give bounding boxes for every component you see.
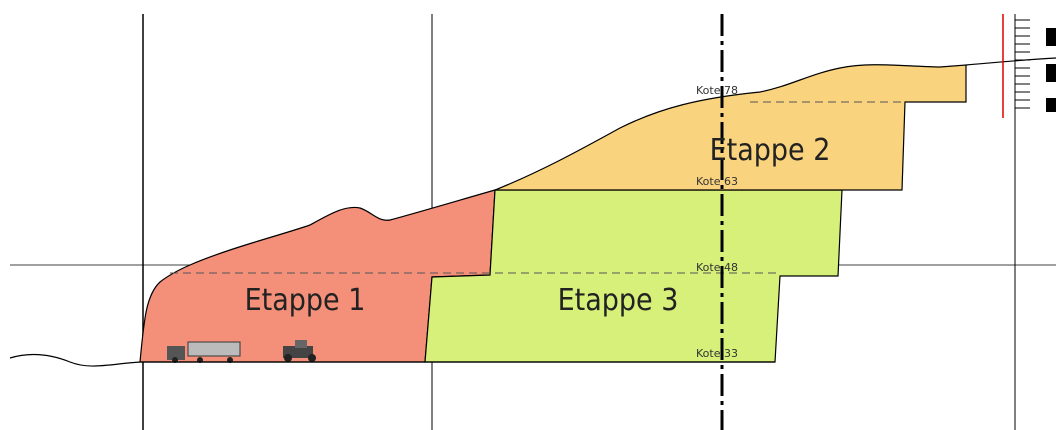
terrain [9,353,141,367]
terrain [965,57,1056,66]
level-label: Kote 63 [696,175,738,188]
truck-icon [167,341,241,363]
level-label: Kote 48 [696,261,738,274]
stage-label: Etappe 2 [710,133,831,168]
level-label: Kote 33 [696,347,738,360]
level-label: Kote 78 [696,84,738,97]
stage-1-area [139,189,496,363]
stage-label: Etappe 3 [558,283,679,318]
stage-2-area [494,64,967,191]
scale-blocks [1046,28,1056,112]
stage-label: Etappe 1 [245,283,366,318]
scale [1015,19,1030,109]
loader-icon [283,340,316,362]
